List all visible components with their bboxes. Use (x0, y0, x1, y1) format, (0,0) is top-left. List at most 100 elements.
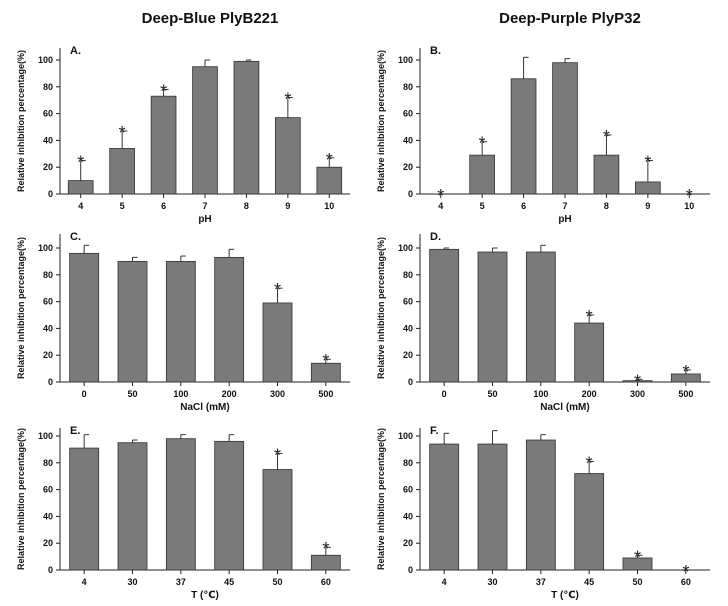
significance-star: * (284, 90, 291, 110)
x-tick-label: 50 (127, 389, 137, 399)
column-title-left: Deep-Blue PlyB221 (141, 10, 279, 27)
x-tick-label: 8 (244, 201, 249, 211)
y-tick-label: 100 (398, 55, 413, 65)
significance-star: * (274, 445, 281, 465)
x-tick-label: 4 (82, 577, 87, 587)
x-tick-label: 300 (630, 389, 645, 399)
x-axis-label: T (℃) (551, 590, 579, 601)
bar (429, 443, 460, 571)
y-axis-label: Relative inhibition percentage(%) (16, 237, 26, 379)
x-tick-label: 4 (442, 577, 447, 587)
bar (429, 248, 460, 383)
bar (214, 256, 245, 383)
y-tick-label: 80 (403, 458, 413, 468)
y-tick-label: 80 (403, 270, 413, 280)
x-tick-label: 45 (584, 577, 594, 587)
y-tick-label: 60 (43, 297, 53, 307)
panel-label: E. (70, 425, 80, 437)
x-tick-label: 200 (222, 389, 237, 399)
bar (477, 443, 508, 571)
x-axis-label: NaCl (mM) (180, 402, 229, 413)
x-axis-label: T (℃) (191, 590, 219, 601)
y-tick-label: 80 (43, 270, 53, 280)
bar (214, 440, 245, 571)
y-tick-label: 20 (403, 350, 413, 360)
x-tick-label: 50 (272, 577, 282, 587)
significance-star: * (479, 134, 486, 154)
significance-star: * (322, 351, 329, 371)
x-tick-label: 45 (224, 577, 234, 587)
x-tick-label: 60 (681, 577, 691, 587)
x-tick-label: 9 (285, 201, 290, 211)
y-axis-label: Relative inhibition percentage(%) (16, 50, 26, 192)
x-tick-label: 60 (321, 577, 331, 587)
y-axis-label: Relative inhibition percentage(%) (376, 428, 386, 570)
bar (525, 439, 556, 571)
y-tick-label: 80 (43, 82, 53, 92)
bar (165, 260, 196, 383)
x-tick-label: 8 (604, 201, 609, 211)
significance-star: * (322, 539, 329, 559)
x-tick-label: 6 (161, 201, 166, 211)
significance-star: * (682, 362, 689, 382)
y-tick-label: 0 (408, 189, 413, 199)
y-tick-label: 0 (48, 189, 53, 199)
y-tick-label: 40 (403, 511, 413, 521)
x-tick-label: 6 (521, 201, 526, 211)
panel-label: B. (430, 45, 441, 57)
x-tick-label: 7 (562, 201, 567, 211)
significance-star: * (160, 81, 167, 101)
x-tick-label: 7 (202, 201, 207, 211)
y-tick-label: 20 (43, 350, 53, 360)
x-axis-label: pH (558, 214, 571, 225)
panel-label: C. (70, 231, 81, 243)
panel-label: D. (430, 231, 441, 243)
bar (525, 251, 556, 383)
y-tick-label: 80 (403, 82, 413, 92)
bar (262, 469, 293, 571)
y-tick-label: 100 (38, 431, 53, 441)
y-tick-label: 40 (403, 323, 413, 333)
y-tick-label: 40 (43, 323, 53, 333)
y-tick-label: 60 (403, 297, 413, 307)
significance-star: * (634, 371, 641, 391)
significance-star: * (77, 153, 84, 173)
x-tick-label: 30 (487, 577, 497, 587)
bar (574, 473, 605, 571)
bar (109, 148, 135, 195)
x-tick-label: 500 (678, 389, 693, 399)
y-tick-label: 100 (38, 243, 53, 253)
y-tick-label: 60 (403, 109, 413, 119)
y-tick-label: 100 (398, 243, 413, 253)
bar (275, 117, 301, 195)
y-tick-label: 40 (403, 135, 413, 145)
significance-star: * (634, 547, 641, 567)
panel-label: A. (70, 45, 81, 57)
bar (165, 438, 196, 571)
x-tick-label: 50 (487, 389, 497, 399)
y-tick-label: 60 (43, 485, 53, 495)
x-tick-label: 300 (270, 389, 285, 399)
x-tick-label: 10 (684, 201, 694, 211)
significance-star: * (644, 153, 651, 173)
x-tick-label: 500 (318, 389, 333, 399)
bar (574, 322, 605, 383)
bar (192, 66, 218, 195)
x-tick-label: 4 (78, 201, 83, 211)
bar (150, 95, 177, 195)
x-tick-label: 100 (533, 389, 548, 399)
y-tick-label: 0 (48, 565, 53, 575)
significance-star: * (603, 127, 610, 147)
bar (117, 442, 148, 571)
y-tick-label: 100 (398, 431, 413, 441)
column-title-right: Deep-Purple PlyP32 (499, 10, 641, 27)
y-axis-label: Relative inhibition percentage(%) (376, 50, 386, 192)
significance-star: * (586, 453, 593, 473)
bar (262, 302, 293, 383)
y-tick-label: 20 (403, 538, 413, 548)
bar (469, 154, 495, 195)
x-tick-label: 37 (536, 577, 546, 587)
x-tick-label: 0 (82, 389, 87, 399)
y-tick-label: 0 (408, 377, 413, 387)
